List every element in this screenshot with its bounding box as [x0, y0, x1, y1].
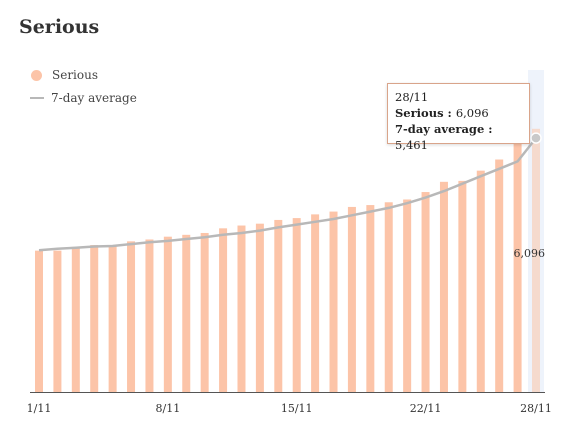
tooltip-avg-label: 7-day average :: [395, 122, 493, 136]
bar-13-11: [255, 223, 264, 392]
legend-item-7-day-average[interactable]: 7-day average: [30, 89, 137, 107]
bar-10-11: [200, 232, 209, 392]
legend-item-serious[interactable]: Serious: [30, 66, 137, 84]
bar-23-11: [439, 181, 448, 392]
chart-title: Serious: [19, 16, 100, 38]
x-tick-label-15-11: 15/11: [281, 402, 313, 415]
x-tick-label-22-11: 22/11: [410, 402, 442, 415]
x-tick-label-8-11: 8/11: [156, 402, 181, 415]
bar-22-11: [421, 192, 430, 392]
bar-16-11: [311, 214, 320, 392]
bar-18-11: [347, 206, 356, 392]
bar-21-11: [403, 199, 412, 392]
bar-9-11: [182, 234, 191, 392]
tooltip-avg-value: 5,461: [395, 138, 428, 152]
bar-1-11: [35, 250, 43, 392]
x-tick-label-28-11: 28/11: [520, 402, 552, 415]
bar-17-11: [329, 211, 338, 392]
bar-24-11: [458, 180, 467, 392]
bar-7-11: [145, 239, 154, 392]
bar-6-11: [127, 241, 136, 392]
bar-27-11: [513, 143, 522, 392]
bar-value-label: 6,096: [514, 247, 546, 260]
tooltip-serious-value: 6,096: [455, 106, 489, 120]
legend-swatch-7-day-average: [30, 97, 44, 99]
legend-label-serious: Serious: [52, 68, 99, 82]
bar-20-11: [384, 202, 393, 392]
bar-4-11: [90, 245, 99, 392]
tooltip-serious-label: Serious :: [395, 106, 456, 120]
chart-tooltip: 28/11 Serious : 6,096 7-day average : 5,…: [387, 83, 530, 152]
tooltip-date: 28/11: [395, 90, 429, 104]
bar-15-11: [292, 218, 301, 392]
bar-14-11: [274, 219, 283, 392]
tooltip-avg: 7-day average : 5,461: [395, 121, 522, 153]
chart-legend: Serious 7-day average: [30, 66, 137, 112]
bar-11-11: [219, 228, 228, 392]
hover-point-marker: [530, 132, 542, 144]
legend-label-7-day-average: 7-day average: [51, 91, 137, 105]
line-7-day-average: [38, 137, 537, 252]
bar-25-11: [476, 170, 485, 392]
bar-3-11: [71, 246, 80, 392]
bar-28-11: [532, 128, 540, 392]
bar-2-11: [53, 250, 62, 392]
bar-26-11: [495, 159, 504, 392]
bar-19-11: [366, 205, 375, 392]
bar-8-11: [163, 236, 172, 392]
bar-12-11: [237, 225, 246, 392]
bar-5-11: [108, 245, 117, 392]
legend-swatch-serious: [31, 69, 42, 81]
tooltip-serious: Serious : 6,096: [395, 105, 522, 121]
x-tick-label-1-11: 1/11: [27, 402, 52, 415]
